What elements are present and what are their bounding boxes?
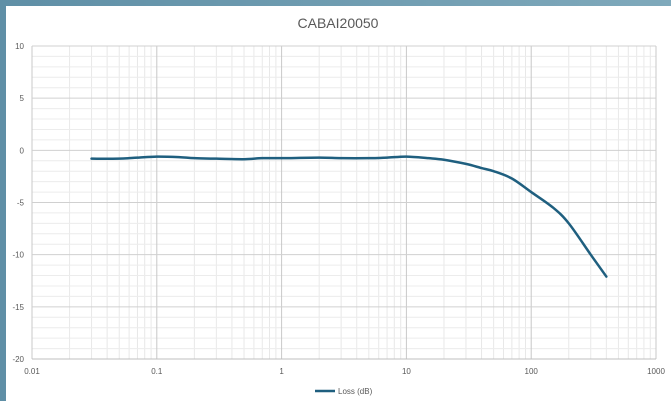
y-tick-label: -10 [12, 251, 24, 260]
legend: Loss (dB) [315, 387, 373, 396]
line-chart: CABAI20050 10 5 0 -5 -10 -15 -20 0.01 0.1 1 10 100… [12, 15, 665, 396]
y-tick-label: -20 [12, 355, 24, 364]
y-tick-label: 5 [20, 94, 25, 103]
grid-lines [31, 45, 657, 360]
x-axis-ticks: 0.01 0.1 1 10 100 1000 [24, 367, 665, 376]
x-tick-label: 0.01 [24, 367, 40, 376]
x-tick-label: 0.1 [151, 367, 163, 376]
y-tick-label: 10 [15, 42, 24, 51]
legend-label: Loss (dB) [338, 387, 373, 396]
y-tick-label: -15 [12, 303, 24, 312]
y-axis-ticks: 10 5 0 -5 -10 -15 -20 [12, 42, 24, 364]
y-tick-label: -5 [17, 199, 25, 208]
x-tick-label: 1 [279, 367, 284, 376]
chart-title: CABAI20050 [298, 15, 379, 31]
x-tick-label: 10 [402, 367, 411, 376]
series-line-loss [90, 155, 608, 278]
x-tick-label: 100 [525, 367, 539, 376]
y-tick-label: 0 [20, 146, 25, 155]
x-tick-label: 1000 [647, 367, 665, 376]
chart-frame: CABAI20050 10 5 0 -5 -10 -15 -20 0.01 0.1 1 10 100… [6, 6, 671, 401]
